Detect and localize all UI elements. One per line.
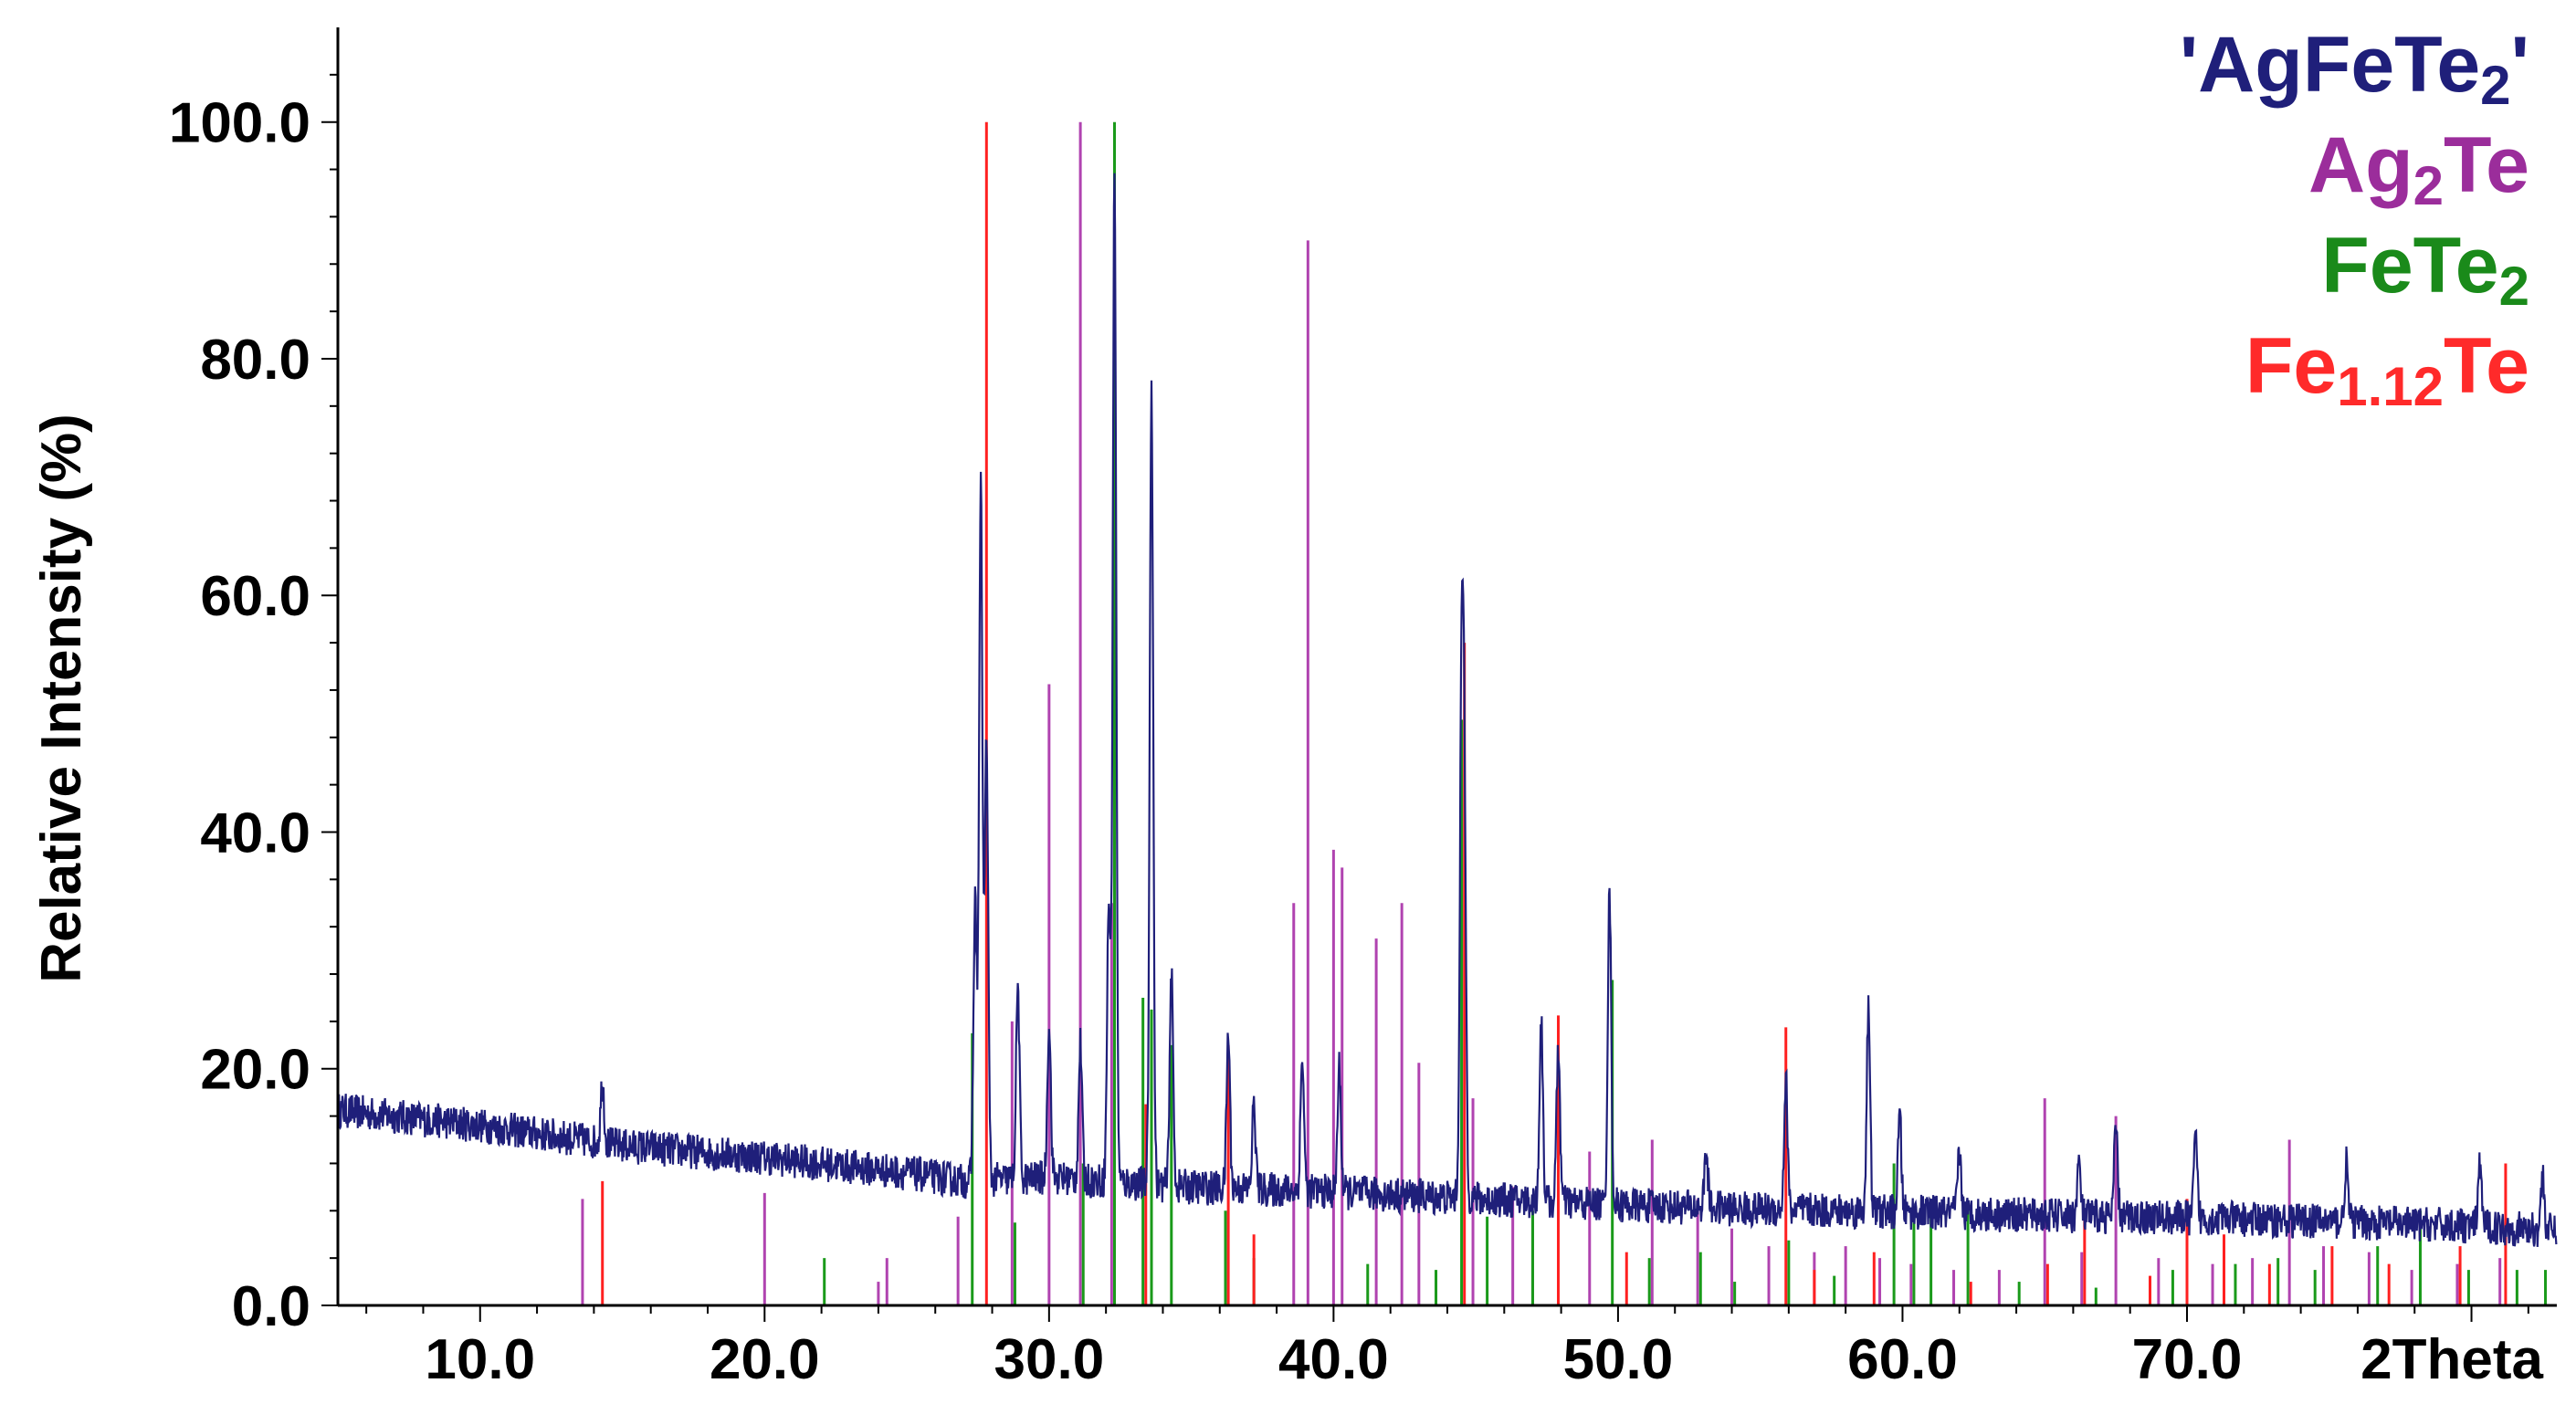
measured-pattern: [336, 173, 2558, 1247]
y-tick-label: 80.0: [200, 329, 310, 392]
y-tick-label: 40.0: [200, 802, 310, 864]
legend-entry: Fe1.12Te: [2245, 322, 2529, 417]
x-tick-label: 20.0: [710, 1328, 820, 1391]
measured-trace: [336, 173, 2558, 1247]
x-tick-label: 10.0: [425, 1328, 535, 1391]
x-tick-label: 60.0: [1847, 1328, 1958, 1391]
y-tick-label: 100.0: [169, 92, 310, 155]
x-tick-label: 30.0: [994, 1328, 1105, 1391]
legend-entry: FeTe2: [2321, 222, 2529, 317]
y-axis-title: Relative Intensity (%): [30, 414, 93, 983]
reference-stick-patterns: [581, 121, 2548, 1305]
x-axis-title: 2Theta: [2360, 1328, 2543, 1391]
x-axis-ticks: 10.0 20.0 30.0 40.0 50.0 60.0 70.0: [365, 1305, 2529, 1391]
legend-entry: 'AgFeTe2': [2180, 21, 2529, 116]
ref-series-ag2te: [581, 121, 2502, 1305]
y-tick-label: 60.0: [200, 565, 310, 628]
ref-series-fe1-12te: [601, 121, 2508, 1305]
y-axis-ticks: 0.0 20.0 40.0 60.0 80.0 100.0: [169, 73, 338, 1338]
x-tick-label: 70.0: [2132, 1328, 2243, 1391]
y-tick-label: 20.0: [200, 1039, 310, 1102]
legend-entry: Ag2Te: [2308, 121, 2529, 216]
x-tick-label: 50.0: [1563, 1328, 1674, 1391]
y-tick-label: 0.0: [232, 1275, 310, 1338]
x-tick-label: 40.0: [1278, 1328, 1389, 1391]
